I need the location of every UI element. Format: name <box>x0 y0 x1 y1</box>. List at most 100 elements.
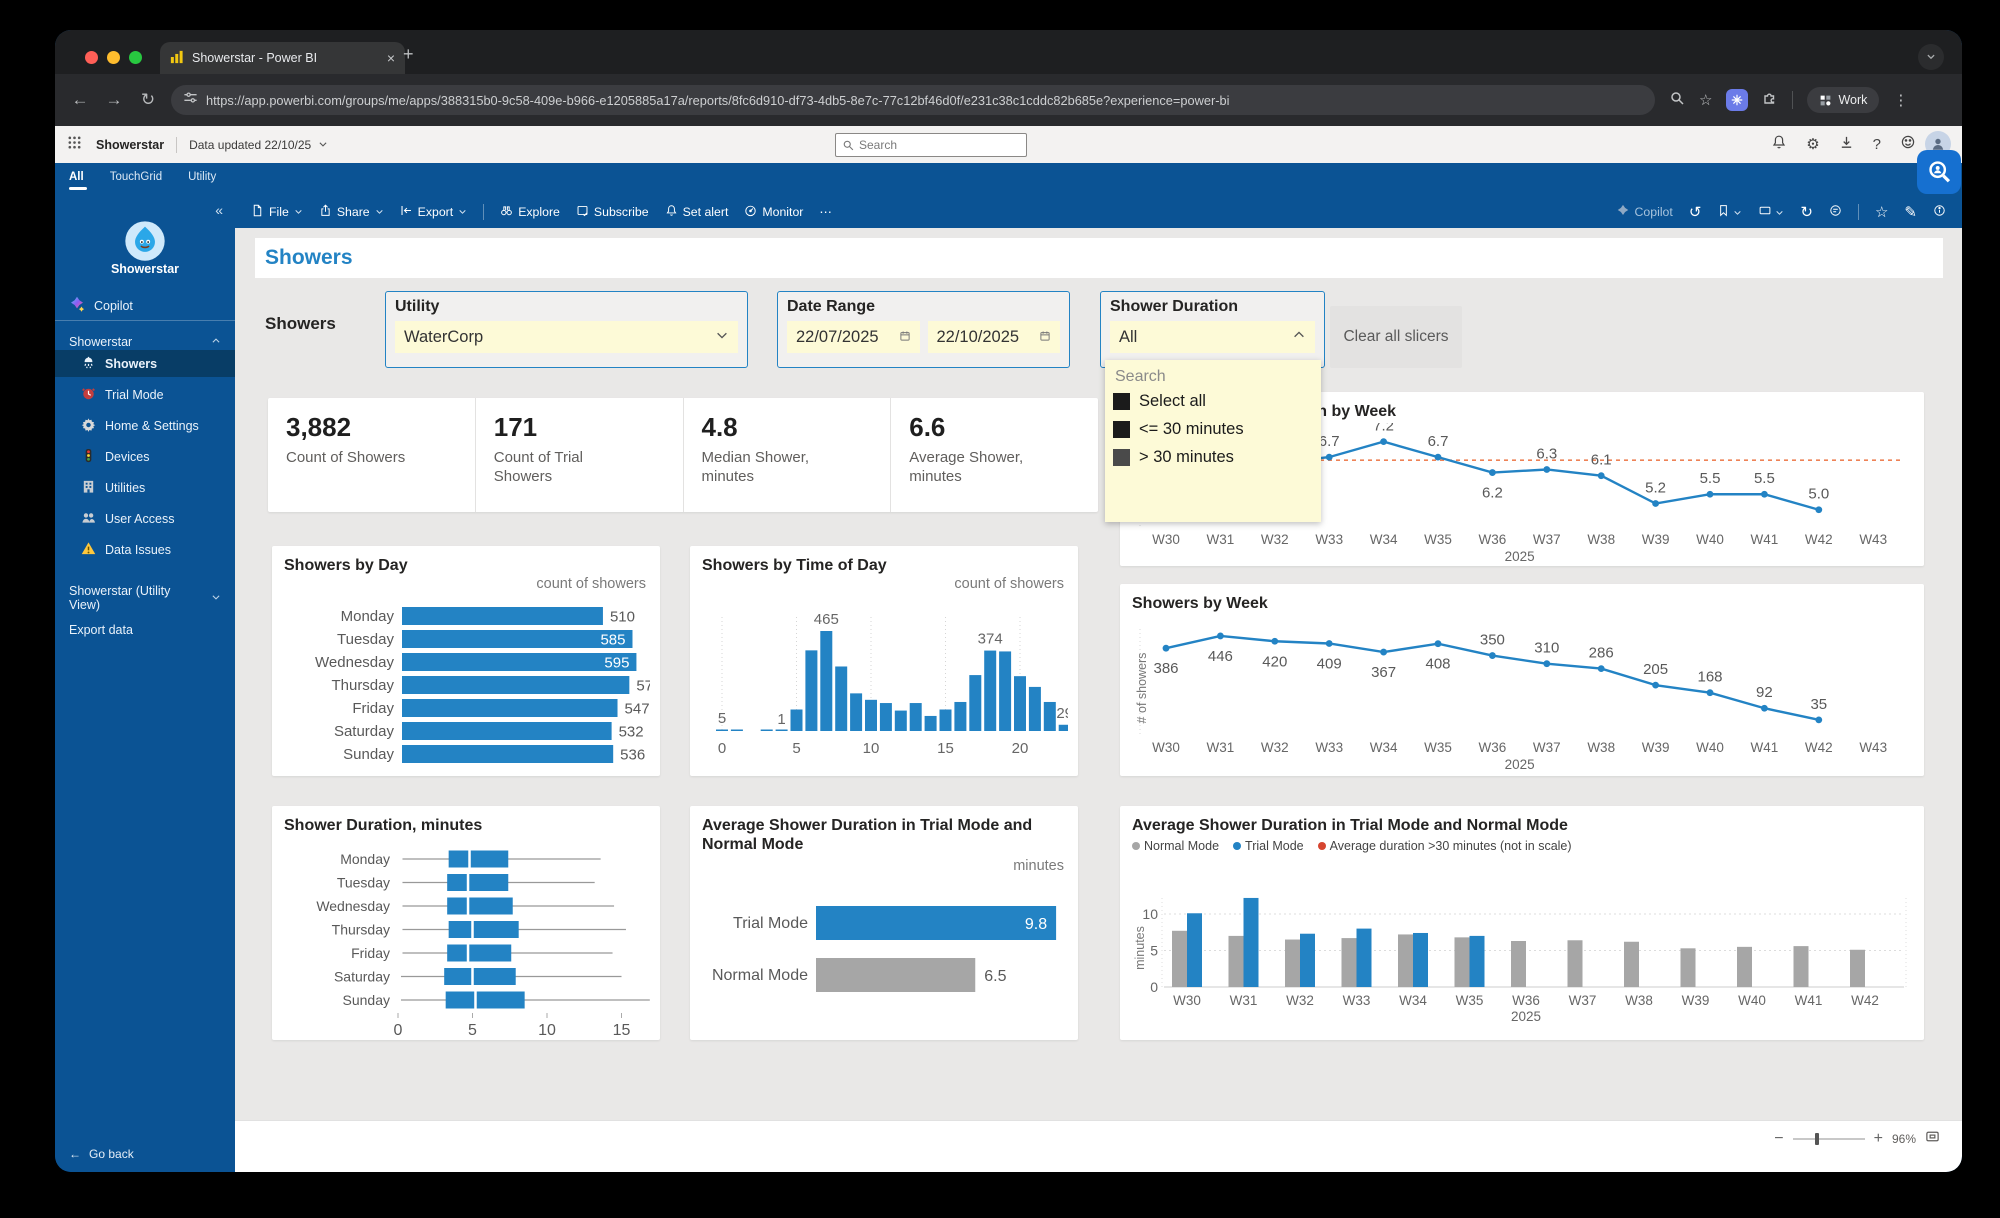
forward-icon[interactable]: → <box>105 90 123 109</box>
legend-item-trial-mode: Trial Mode <box>1233 839 1304 853</box>
showers-by-time-of-day-chart[interactable]: 051015205146537429 <box>702 603 1073 765</box>
toolbar-file-button[interactable]: File <box>251 204 303 220</box>
toolbar-set-alert-button[interactable]: Set alert <box>665 204 728 220</box>
dropdown-search-input[interactable]: Search <box>1115 368 1166 385</box>
checkbox-icon[interactable] <box>1113 421 1130 438</box>
refresh-icon[interactable]: ↻ <box>1800 204 1813 221</box>
toolbar-share-button[interactable]: Share <box>319 204 384 220</box>
svg-text:5.5: 5.5 <box>1700 470 1721 487</box>
back-icon[interactable]: ← <box>71 90 89 109</box>
go-back-button[interactable]: ← Go back <box>55 1147 235 1161</box>
chart-title: Average Shower Duration in Trial Mode an… <box>1132 817 1568 834</box>
svg-text:W43: W43 <box>1859 532 1887 547</box>
date-from-input[interactable]: 22/07/2025 <box>787 321 920 353</box>
date-from-value: 22/07/2025 <box>796 327 879 346</box>
showers-by-week-chart[interactable]: 386 446 420 409 367 408 350 310 286 205 168 92 35 W30… <box>1132 615 1912 775</box>
profile-chip[interactable]: Work <box>1807 87 1880 113</box>
zoom-slider-thumb[interactable] <box>1814 1133 1819 1145</box>
notifications-icon[interactable] <box>1771 134 1787 155</box>
sidebar-item-home-settings[interactable]: Home & Settings <box>55 412 235 439</box>
clear-all-slicers-button[interactable]: Clear all slicers <box>1330 306 1462 368</box>
toolbar-subscribe-button[interactable]: Subscribe <box>576 204 649 220</box>
sidebar-group-showerstar[interactable]: Showerstar <box>55 328 235 355</box>
settings-gear-icon[interactable]: ⚙ <box>1806 136 1820 153</box>
site-settings-icon[interactable] <box>183 90 198 110</box>
svg-text:W35: W35 <box>1424 532 1452 547</box>
window-zoom-button[interactable] <box>129 51 142 64</box>
zoom-out-icon[interactable]: − <box>1774 1130 1784 1147</box>
chevron-up-icon[interactable] <box>1292 328 1306 347</box>
traffic-light-icon <box>81 448 96 466</box>
search-icon[interactable] <box>1669 90 1685 111</box>
window-close-button[interactable] <box>85 51 98 64</box>
checkbox-icon[interactable] <box>1113 393 1130 410</box>
chevron-down-icon[interactable] <box>318 136 328 154</box>
utility-dropdown[interactable]: WaterCorp <box>395 321 738 353</box>
svg-text:408: 408 <box>1425 656 1450 673</box>
toolbar-explore-button[interactable]: Explore <box>500 204 560 220</box>
feedback-icon[interactable] <box>1900 134 1916 155</box>
search-overlay-icon[interactable] <box>1917 150 1961 194</box>
waffle-icon[interactable] <box>67 135 82 155</box>
undo-icon[interactable]: ↺ <box>1688 204 1702 221</box>
zoom-slider[interactable] <box>1792 1133 1865 1145</box>
help-icon[interactable]: ? <box>1872 136 1881 153</box>
duration-dropdown[interactable]: All <box>1110 321 1315 353</box>
date-to-input[interactable]: 22/10/2025 <box>927 321 1060 353</box>
avg-duration-modes-chart[interactable]: Trial Mode 9.8 Normal Mode 6.5 <box>702 880 1068 1030</box>
svg-text:0: 0 <box>394 1022 403 1039</box>
chevron-down-icon[interactable] <box>211 591 221 605</box>
reload-icon[interactable]: ↻ <box>140 90 156 109</box>
bookmark-star-icon[interactable]: ☆ <box>1699 91 1713 109</box>
checkbox-icon[interactable] <box>1113 449 1130 466</box>
pencil-icon[interactable]: ✎ <box>1904 204 1917 221</box>
zoom-in-icon[interactable]: + <box>1873 1130 1883 1147</box>
sidebar-item-utilities[interactable]: Utilities <box>55 474 235 501</box>
extensions-puzzle-icon[interactable] <box>1762 90 1778 111</box>
copilot-button[interactable]: Copilot <box>1616 204 1673 221</box>
comment-icon[interactable] <box>1829 204 1842 220</box>
nav-tab-touchgrid[interactable]: TouchGrid <box>109 171 163 183</box>
duration-option-select-all[interactable]: Select all <box>1113 392 1313 411</box>
sidebar-item-devices[interactable]: Devices <box>55 443 235 470</box>
data-updated-label[interactable]: Data updated 22/10/25 <box>189 137 312 152</box>
star-icon[interactable]: ☆ <box>1874 204 1889 221</box>
search-input[interactable]: Search <box>835 133 1027 157</box>
address-bar[interactable]: https://app.powerbi.com/groups/me/apps/3… <box>171 85 1655 115</box>
browser-tab[interactable]: Showerstar - Power BI × <box>160 42 405 74</box>
showers-by-day-chart[interactable]: Monday 510 Tuesday 585 Wednesday 595 Thursday 5… <box>284 593 661 773</box>
duration-option-30-minutes[interactable]: > 30 minutes <box>1113 448 1313 467</box>
sidebar-item-data-issues[interactable]: Data Issues <box>55 536 235 563</box>
nav-tab-utility[interactable]: Utility <box>188 171 217 183</box>
window-minimize-button[interactable] <box>107 51 120 64</box>
tab-close-icon[interactable]: × <box>386 50 395 66</box>
tab-overflow-button[interactable] <box>1918 44 1944 70</box>
browser-menu-icon[interactable]: ⋮ <box>1893 91 1909 109</box>
duration-option-30-minutes[interactable]: <= 30 minutes <box>1113 420 1313 439</box>
info-icon[interactable] <box>1933 204 1946 220</box>
calendar-icon[interactable] <box>899 328 911 347</box>
toolbar-more-button[interactable]: ⋯ <box>819 205 832 219</box>
calendar-icon[interactable] <box>1039 328 1051 347</box>
app-name[interactable]: Showerstar <box>96 137 165 152</box>
chevron-down-icon[interactable] <box>715 328 729 347</box>
sidebar-item-export-data[interactable]: Export data <box>55 616 235 643</box>
new-tab-button[interactable]: + <box>403 44 414 64</box>
chevron-up-icon[interactable] <box>211 335 221 349</box>
sidebar-group-utility-view[interactable]: Showerstar (Utility View) <box>55 584 235 612</box>
sidebar-item-showers[interactable]: Showers <box>55 350 235 377</box>
fit-to-page-icon[interactable] <box>1925 1129 1940 1149</box>
nav-tab-all[interactable]: All <box>69 171 87 190</box>
sidebar-collapse-icon[interactable]: « <box>215 202 223 218</box>
view-icon[interactable] <box>1758 204 1784 220</box>
toolbar-monitor-button[interactable]: Monitor <box>744 204 803 220</box>
download-icon[interactable] <box>1839 135 1854 155</box>
shower-duration-box-chart[interactable]: Monday Tuesday Wednesday Thursday Friday Satu… <box>284 839 650 1041</box>
bookmark-icon[interactable] <box>1717 204 1742 220</box>
toolbar-export-button[interactable]: Export <box>400 204 468 220</box>
extension-icon[interactable] <box>1726 89 1749 111</box>
sidebar-item-trial-mode[interactable]: Trial Mode <box>55 381 235 408</box>
sidebar-item-copilot[interactable]: Copilot <box>55 292 235 319</box>
sidebar-item-user-access[interactable]: User Access <box>55 505 235 532</box>
